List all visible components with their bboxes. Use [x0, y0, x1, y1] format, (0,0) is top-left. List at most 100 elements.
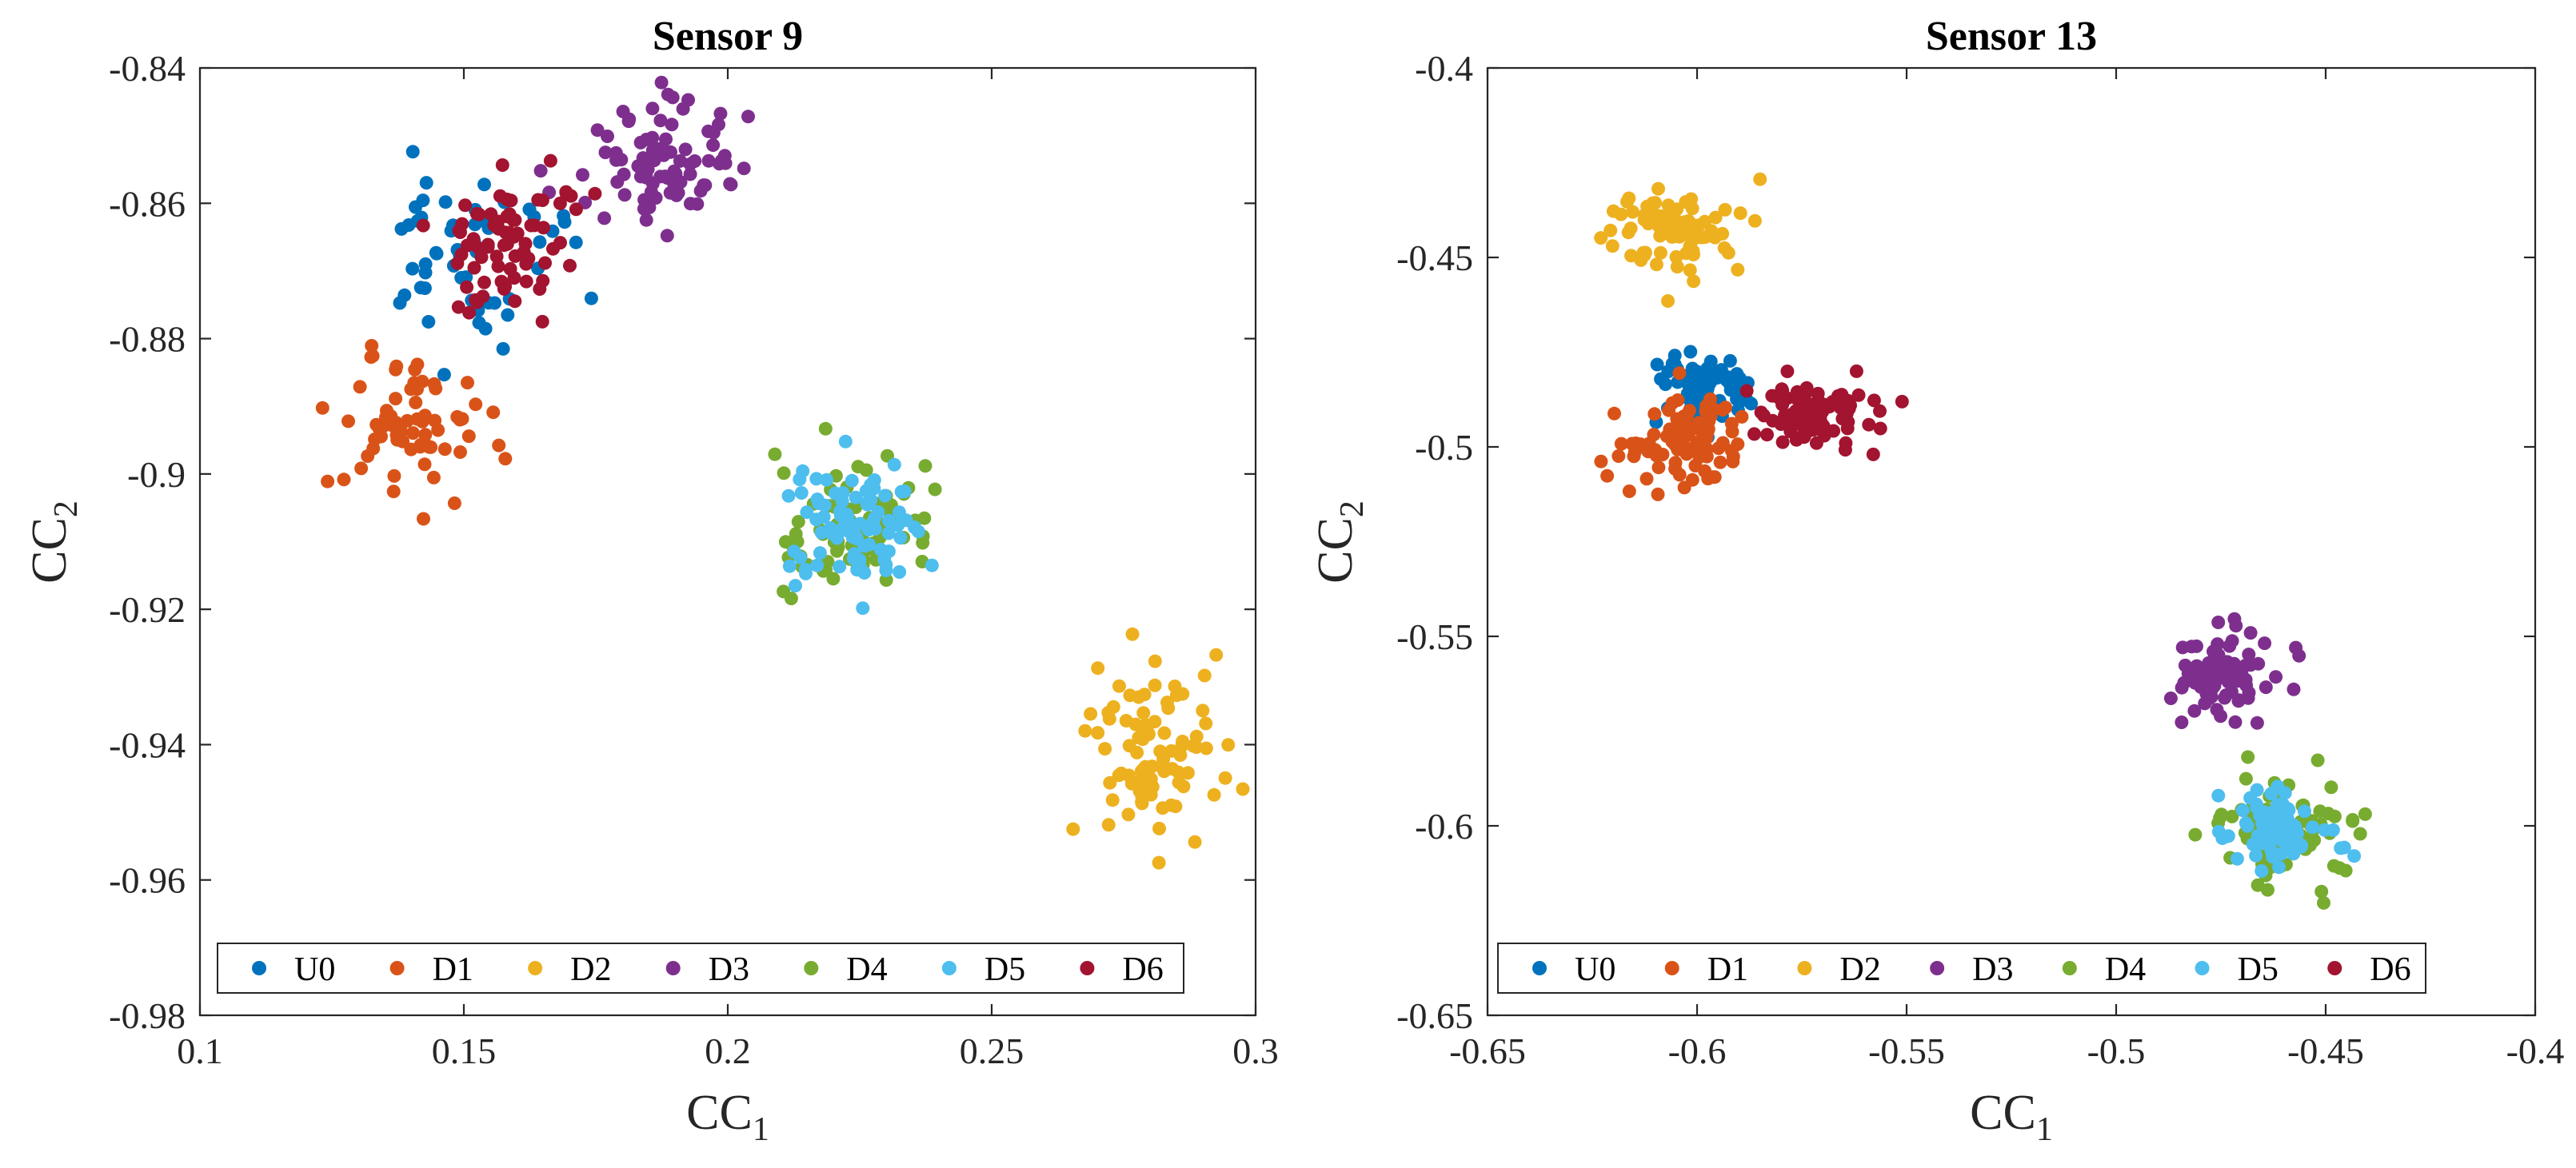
data-point-d5 — [2266, 805, 2279, 819]
data-point-d2 — [1091, 661, 1105, 676]
data-point-d1 — [409, 396, 423, 409]
data-point-d2 — [1152, 855, 1166, 870]
data-point-d5 — [879, 564, 893, 577]
data-point-d2 — [1189, 729, 1204, 743]
data-point-d2 — [1638, 208, 1652, 222]
data-point-d6 — [498, 279, 513, 293]
data-point-d6 — [1799, 381, 1814, 395]
data-point-d5 — [2281, 802, 2295, 816]
data-point-d4 — [2314, 884, 2329, 899]
data-point-d6 — [458, 198, 473, 213]
data-point-d4 — [2326, 859, 2341, 873]
data-point-u0 — [1723, 353, 1737, 368]
data-point-d6 — [1780, 365, 1795, 378]
data-point-d2 — [1207, 787, 1221, 802]
data-point-d2 — [1708, 210, 1723, 225]
data-point-d2 — [1103, 775, 1117, 790]
data-point-d4 — [2215, 807, 2229, 822]
x-tick-label: 0.2 — [705, 1030, 751, 1071]
data-point-d2 — [1128, 717, 1143, 731]
data-point-d5 — [894, 484, 909, 499]
data-point-d5 — [800, 505, 814, 520]
data-point-u0 — [569, 235, 583, 249]
data-point-d2 — [1196, 704, 1210, 718]
data-point-d3 — [737, 161, 751, 176]
data-point-d6 — [1815, 417, 1829, 432]
data-point-d1 — [447, 496, 461, 510]
data-point-d6 — [533, 282, 547, 296]
data-point-d5 — [851, 552, 865, 567]
legend-marker-d1 — [1664, 961, 1679, 975]
data-point-u0 — [478, 321, 493, 336]
data-point-d5 — [2211, 788, 2226, 803]
data-point-d6 — [497, 238, 511, 253]
data-point-u0 — [501, 308, 515, 322]
data-point-d2 — [1665, 229, 1679, 244]
x-tick-label: 0.25 — [960, 1030, 1024, 1071]
data-point-d5 — [838, 434, 853, 448]
data-point-d5 — [873, 543, 888, 556]
data-point-u0 — [496, 341, 510, 356]
data-point-u0 — [477, 177, 491, 192]
chart-title: Sensor 9 — [653, 14, 803, 59]
data-point-d6 — [460, 280, 474, 294]
data-point-d2 — [1188, 835, 1202, 849]
data-point-d6 — [507, 271, 521, 285]
data-point-d1 — [1651, 487, 1665, 501]
data-point-d1 — [1681, 428, 1695, 442]
data-point-d6 — [469, 293, 483, 307]
data-point-d4 — [918, 459, 933, 473]
data-point-d5 — [864, 478, 878, 492]
data-point-d3 — [654, 75, 669, 90]
data-point-d6 — [519, 274, 533, 289]
legend-marker-d1 — [389, 961, 405, 975]
data-point-d1 — [389, 392, 403, 406]
data-point-d3 — [678, 142, 693, 157]
data-point-d3 — [2206, 681, 2220, 696]
data-point-d5 — [2298, 804, 2311, 819]
data-point-d1 — [1677, 409, 1691, 424]
data-point-d5 — [856, 601, 870, 616]
data-point-d6 — [569, 202, 583, 217]
data-point-d6 — [1739, 384, 1754, 398]
data-point-d6 — [1866, 447, 1880, 461]
data-point-d6 — [1851, 388, 1866, 402]
data-point-d3 — [698, 178, 713, 193]
data-point-d1 — [426, 470, 441, 484]
data-point-d3 — [2213, 671, 2227, 685]
data-point-d2 — [1122, 739, 1136, 753]
data-point-d2 — [1091, 726, 1105, 740]
data-point-d2 — [1105, 793, 1120, 807]
data-point-d6 — [527, 218, 541, 233]
data-point-d5 — [809, 512, 824, 527]
data-point-d5 — [2265, 831, 2279, 845]
data-point-d6 — [1783, 424, 1798, 438]
data-point-d3 — [2269, 670, 2283, 684]
data-point-d3 — [654, 144, 669, 158]
data-point-d4 — [768, 447, 782, 461]
y-axis-label: CC2 — [22, 500, 85, 584]
data-point-d5 — [853, 516, 867, 531]
data-point-d6 — [553, 236, 567, 250]
data-point-d1 — [1726, 449, 1740, 464]
chart-sensor-9: Sensor 9 0.1 0.15 0.2 0.25 0.3 -0.98 -0.96 -0.9… — [22, 14, 1279, 1148]
data-point-d1 — [1724, 417, 1739, 431]
data-point-d3 — [601, 130, 614, 143]
data-point-d1 — [1594, 454, 1608, 468]
data-point-d1 — [337, 472, 351, 487]
data-point-d3 — [2227, 656, 2241, 671]
data-point-d3 — [622, 112, 637, 126]
data-point-d6 — [504, 193, 518, 208]
data-point-d6 — [508, 213, 522, 227]
data-point-d2 — [1135, 796, 1149, 811]
data-point-u0 — [405, 261, 420, 276]
data-point-d3 — [2175, 680, 2189, 695]
data-point-d1 — [431, 423, 445, 437]
data-point-d1 — [417, 436, 432, 450]
data-point-d3 — [644, 185, 658, 199]
data-point-d3 — [645, 130, 660, 145]
data-point-d2 — [1717, 241, 1731, 255]
data-point-d6 — [1835, 412, 1850, 426]
data-point-d3 — [2258, 636, 2272, 651]
data-point-d5 — [789, 579, 802, 593]
